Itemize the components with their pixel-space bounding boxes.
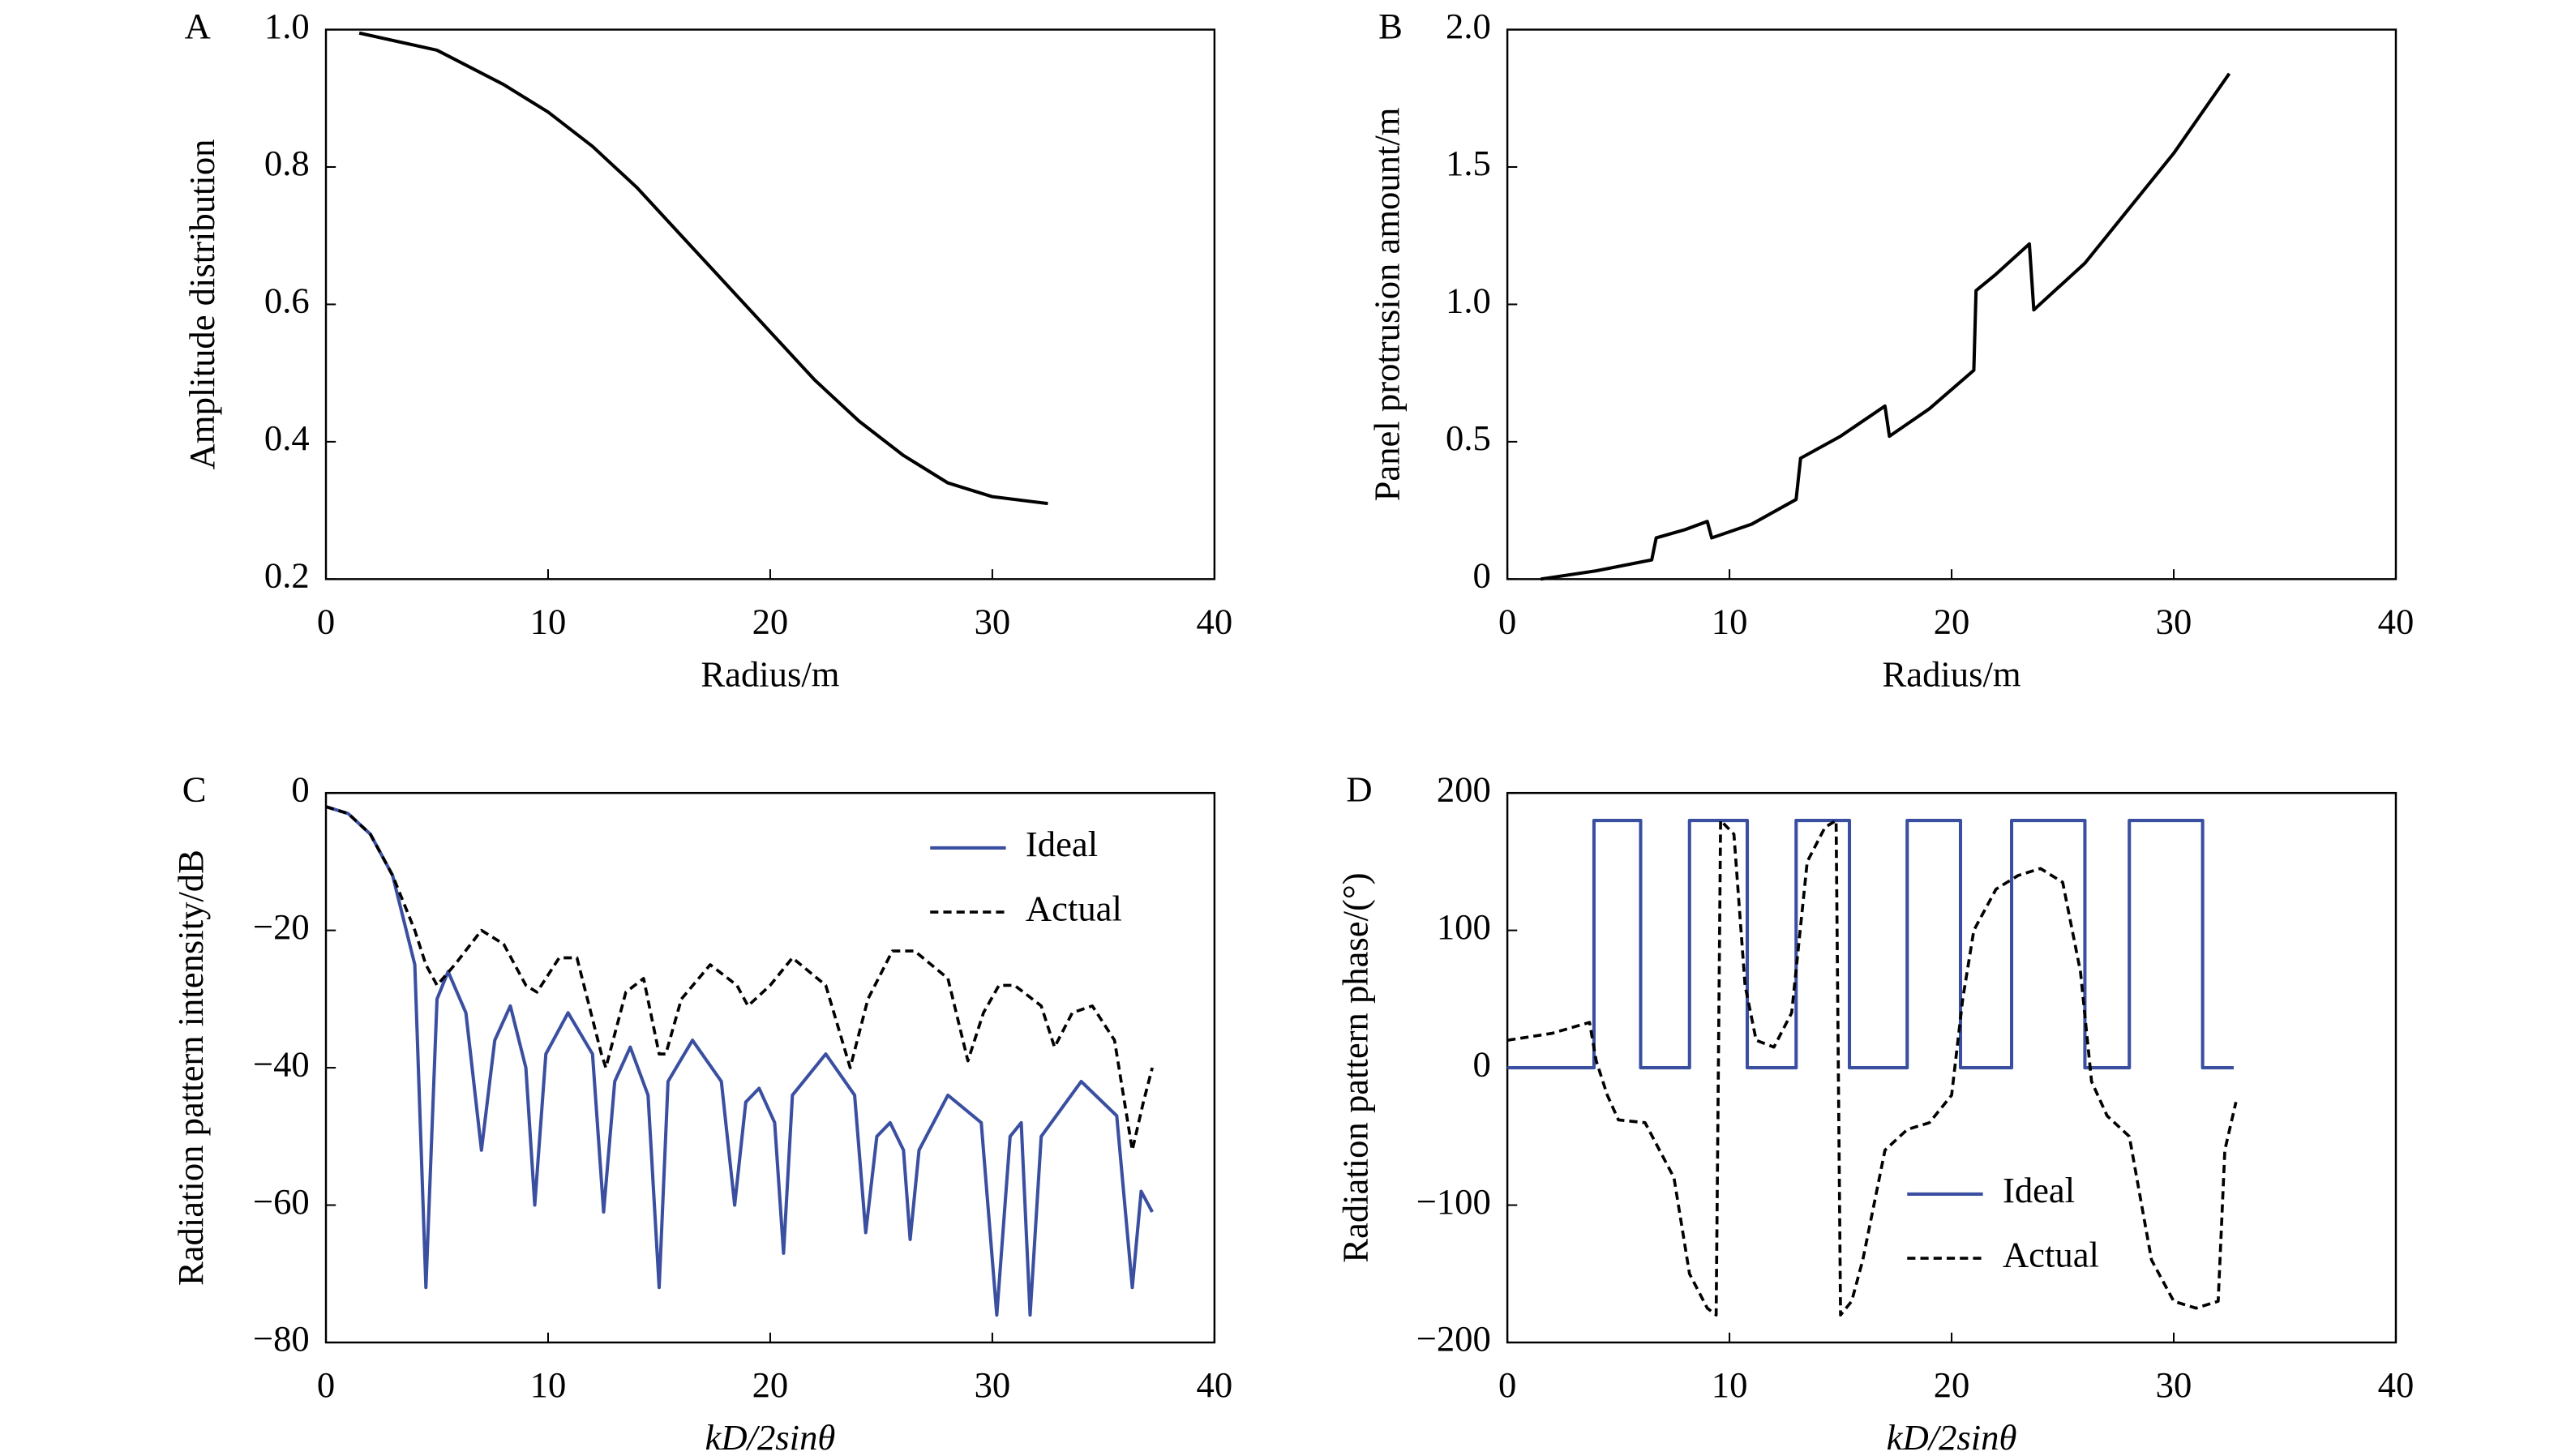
y-axis-label: Radiation pattern phase/(°) <box>1335 872 1376 1262</box>
x-tick-label: 0 <box>317 1364 335 1405</box>
legend-label: Actual <box>1026 888 1122 928</box>
y-tick-label: 0.2 <box>264 555 310 596</box>
y-axis-label: Radiation pattern intensity/dB <box>170 850 211 1286</box>
x-tick-label: 10 <box>1712 601 1748 641</box>
panel-label: B <box>1378 6 1403 46</box>
x-tick-label: 20 <box>1934 1364 1970 1405</box>
y-tick-label: 200 <box>1437 769 1491 809</box>
y-tick-label: 0.6 <box>264 280 310 321</box>
panel-label: A <box>185 6 211 46</box>
data-line <box>358 31 1048 506</box>
legend-label: Actual <box>2003 1234 2099 1274</box>
data-line <box>1506 819 2238 1317</box>
x-tick-label: 40 <box>2378 1364 2415 1405</box>
y-tick-label: 0.8 <box>264 143 310 183</box>
y-tick-label: 1.0 <box>264 6 310 46</box>
legend-label: Ideal <box>1026 824 1098 864</box>
x-axis-label: kD/2sinθ <box>1887 1417 2017 1456</box>
data-line <box>1507 819 2234 1070</box>
x-tick-label: 0 <box>1498 601 1516 641</box>
x-tick-label: 40 <box>1197 601 1233 641</box>
y-tick-label: −80 <box>253 1318 310 1359</box>
y-tick-label: 1.5 <box>1446 143 1491 183</box>
data-line <box>1540 72 2231 581</box>
y-tick-label: 2.0 <box>1446 6 1491 46</box>
panel-label: D <box>1346 769 1372 809</box>
plot-frame <box>1506 28 2398 580</box>
x-tick-label: 30 <box>975 1364 1011 1405</box>
y-axis-label: Amplitude distribution <box>182 139 222 470</box>
y-tick-label: 100 <box>1437 906 1491 947</box>
plot-frame <box>324 28 1216 580</box>
x-tick-label: 10 <box>1712 1364 1748 1405</box>
x-tick-label: 30 <box>2156 1364 2192 1405</box>
y-tick-label: 0 <box>1473 1043 1491 1084</box>
x-tick-label: 10 <box>530 1364 567 1405</box>
y-tick-label: −40 <box>253 1043 310 1084</box>
data-line <box>325 805 1154 1317</box>
x-tick-label: 10 <box>530 601 567 641</box>
x-axis-label: kD/2sinθ <box>705 1417 836 1456</box>
y-tick-label: −60 <box>253 1181 310 1222</box>
y-axis-label: Panel protrusion amount/m <box>1366 107 1407 501</box>
x-tick-label: 30 <box>975 601 1011 641</box>
y-tick-label: 1.0 <box>1446 280 1491 321</box>
y-tick-label: −200 <box>1416 1318 1491 1359</box>
x-tick-label: 0 <box>317 601 335 641</box>
y-tick-label: 0.4 <box>264 418 310 458</box>
y-tick-label: 0 <box>291 769 309 809</box>
x-tick-label: 40 <box>1197 1364 1233 1405</box>
x-tick-label: 20 <box>752 1364 789 1405</box>
x-tick-label: 40 <box>2378 601 2415 641</box>
x-axis-label: Radius/m <box>701 653 839 694</box>
plot-frame <box>324 791 1216 1344</box>
panel-label: C <box>182 769 207 809</box>
y-tick-label: 0.5 <box>1446 418 1491 458</box>
y-tick-label: 0 <box>1473 555 1491 596</box>
y-tick-label: −100 <box>1416 1181 1491 1222</box>
x-tick-label: 20 <box>752 601 789 641</box>
y-tick-label: −20 <box>253 906 310 947</box>
data-line <box>325 805 1154 1152</box>
x-tick-label: 30 <box>2156 601 2192 641</box>
x-tick-label: 20 <box>1934 601 1970 641</box>
legend-label: Ideal <box>2003 1170 2075 1210</box>
x-axis-label: Radius/m <box>1883 653 2021 694</box>
x-tick-label: 0 <box>1498 1364 1516 1405</box>
